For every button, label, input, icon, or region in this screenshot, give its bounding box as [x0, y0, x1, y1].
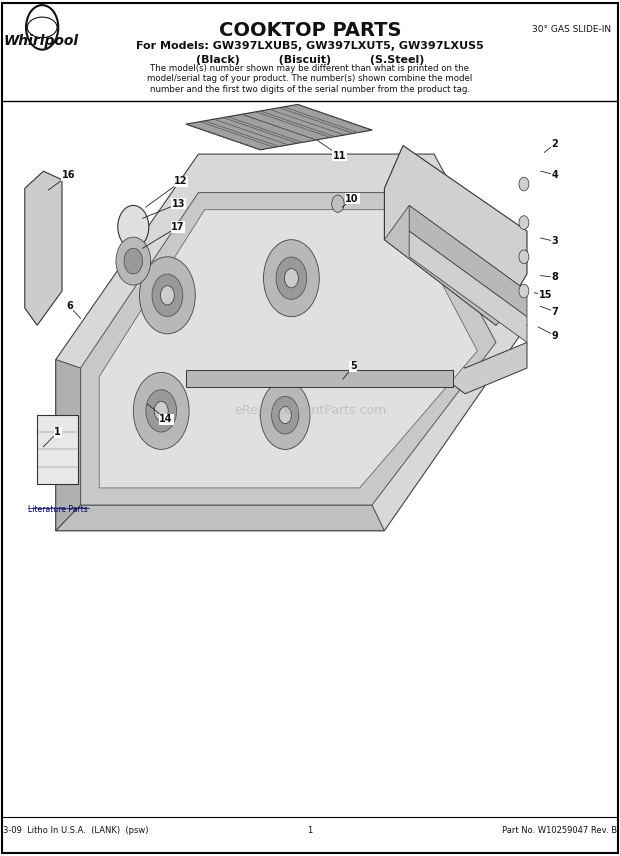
- Text: eReplacementParts.com: eReplacementParts.com: [234, 404, 386, 418]
- Circle shape: [152, 274, 183, 317]
- Text: Whirlpool: Whirlpool: [3, 34, 78, 48]
- Circle shape: [272, 396, 299, 434]
- Text: 4: 4: [552, 169, 558, 180]
- Text: COOKTOP PARTS: COOKTOP PARTS: [219, 21, 401, 40]
- Text: 13: 13: [172, 199, 185, 209]
- Circle shape: [154, 401, 168, 420]
- Text: 12: 12: [174, 176, 188, 187]
- Circle shape: [161, 286, 174, 305]
- Polygon shape: [56, 505, 384, 531]
- Circle shape: [519, 177, 529, 191]
- Text: Part No. W10259047 Rev. B: Part No. W10259047 Rev. B: [502, 826, 617, 835]
- Circle shape: [519, 250, 529, 264]
- Text: For Models: GW397LXUB5, GW397LXUT5, GW397LXUS5: For Models: GW397LXUB5, GW397LXUT5, GW39…: [136, 41, 484, 51]
- Polygon shape: [384, 205, 527, 325]
- Text: 30° GAS SLIDE-IN: 30° GAS SLIDE-IN: [531, 26, 611, 34]
- Circle shape: [116, 237, 151, 285]
- Text: 5: 5: [350, 361, 356, 372]
- Circle shape: [519, 284, 529, 298]
- Circle shape: [146, 389, 177, 432]
- Text: 17: 17: [171, 222, 185, 232]
- Circle shape: [118, 205, 149, 248]
- Text: 15: 15: [539, 290, 552, 300]
- Text: (Black)          (Biscuit)          (S.Steel): (Black) (Biscuit) (S.Steel): [196, 55, 424, 65]
- Text: 16: 16: [61, 170, 75, 181]
- Polygon shape: [409, 205, 527, 317]
- Text: 6: 6: [66, 301, 73, 312]
- Circle shape: [285, 269, 298, 288]
- Text: 1: 1: [308, 826, 312, 835]
- Polygon shape: [186, 104, 372, 150]
- Circle shape: [276, 257, 307, 300]
- Text: 14: 14: [159, 414, 173, 425]
- Text: 3: 3: [552, 236, 558, 247]
- Circle shape: [140, 257, 195, 334]
- Circle shape: [264, 240, 319, 317]
- Circle shape: [519, 216, 529, 229]
- Circle shape: [124, 248, 143, 274]
- Bar: [37, 415, 78, 484]
- Circle shape: [260, 381, 310, 449]
- Text: 8: 8: [551, 272, 559, 282]
- Text: 1: 1: [55, 427, 61, 437]
- Polygon shape: [409, 231, 527, 342]
- Text: 2: 2: [552, 139, 558, 149]
- Polygon shape: [341, 274, 527, 394]
- Polygon shape: [186, 370, 453, 387]
- Text: 11: 11: [333, 151, 347, 161]
- Polygon shape: [384, 146, 527, 325]
- Polygon shape: [81, 193, 496, 505]
- Text: The model(s) number shown may be different than what is printed on the
model/ser: The model(s) number shown may be differe…: [148, 64, 472, 93]
- Circle shape: [332, 195, 344, 212]
- Text: 10: 10: [345, 193, 359, 204]
- Circle shape: [279, 407, 291, 424]
- Polygon shape: [99, 210, 477, 488]
- Polygon shape: [25, 171, 62, 325]
- Circle shape: [133, 372, 189, 449]
- Polygon shape: [56, 360, 81, 531]
- Text: 3-09  Litho In U.S.A.  (LANK)  (psw): 3-09 Litho In U.S.A. (LANK) (psw): [3, 826, 149, 835]
- Text: Literature Parts: Literature Parts: [28, 505, 87, 514]
- Text: 7: 7: [552, 306, 558, 317]
- Polygon shape: [56, 154, 527, 531]
- Text: 9: 9: [552, 330, 558, 341]
